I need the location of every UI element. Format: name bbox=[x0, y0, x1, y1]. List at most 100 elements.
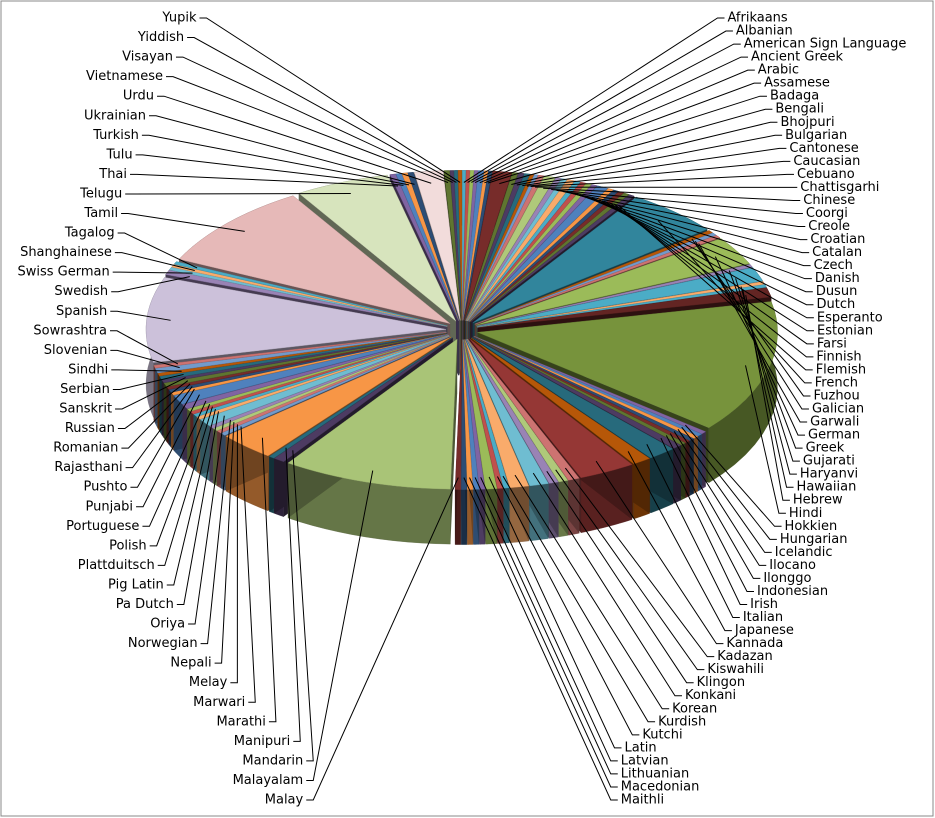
leader-line bbox=[595, 460, 724, 645]
leader-line bbox=[694, 240, 809, 410]
leader-line bbox=[546, 470, 694, 684]
leader-line bbox=[497, 476, 640, 736]
slice-label: Tulu bbox=[106, 147, 133, 162]
slice-label: Yiddish bbox=[137, 30, 184, 45]
leader-line bbox=[543, 187, 801, 201]
leader-line bbox=[669, 433, 761, 579]
slice-label: Latvian bbox=[621, 753, 669, 768]
slice-label: Catalan bbox=[812, 245, 862, 260]
leader-line bbox=[469, 477, 618, 788]
slice-label: Pig Latin bbox=[108, 577, 164, 592]
slice bbox=[449, 170, 462, 321]
slice bbox=[470, 194, 635, 323]
leader-line bbox=[511, 121, 778, 186]
slice bbox=[186, 334, 449, 412]
leader-line bbox=[646, 444, 740, 619]
slice-label: Kiswahili bbox=[707, 662, 764, 677]
slice bbox=[469, 188, 614, 322]
leader-line bbox=[157, 95, 432, 184]
leader-line bbox=[130, 388, 195, 488]
leader-line bbox=[112, 271, 193, 274]
leader-line bbox=[685, 424, 782, 527]
slice bbox=[463, 170, 493, 321]
slice-label: Haryanvi bbox=[800, 467, 858, 482]
slice bbox=[173, 261, 448, 327]
slice-label: Korean bbox=[672, 701, 717, 716]
slice-label: Coorgi bbox=[806, 206, 848, 221]
slice-label: Bulgarian bbox=[785, 128, 847, 143]
slice-label: Gujarati bbox=[803, 454, 855, 469]
slice bbox=[472, 336, 682, 449]
leader-line bbox=[573, 193, 811, 267]
slice-label: Irish bbox=[750, 597, 778, 612]
slice-label: Indonesian bbox=[757, 584, 828, 599]
slice-label: Sindhi bbox=[68, 362, 108, 377]
slice bbox=[268, 337, 453, 459]
leader-line bbox=[479, 69, 755, 184]
leader-line bbox=[522, 147, 787, 187]
slice bbox=[389, 173, 459, 321]
leader-line bbox=[502, 475, 656, 723]
leader-line bbox=[591, 197, 814, 306]
slice-label: Latin bbox=[625, 740, 657, 755]
slice-label: Thai bbox=[98, 167, 127, 182]
slice bbox=[287, 338, 458, 490]
leader-line bbox=[188, 415, 225, 625]
slice bbox=[298, 174, 457, 322]
slice-label: Melay bbox=[189, 675, 228, 690]
slice-label: Romanian bbox=[53, 441, 118, 456]
leader-line bbox=[157, 406, 213, 566]
leader-line bbox=[230, 424, 238, 684]
slice-label: Creole bbox=[808, 219, 850, 234]
slice bbox=[453, 170, 462, 321]
slice bbox=[407, 172, 460, 321]
slice bbox=[476, 264, 753, 327]
slice-label: Spanish bbox=[56, 304, 107, 319]
slice bbox=[467, 179, 575, 322]
slice-label: Italian bbox=[743, 610, 783, 625]
slice bbox=[463, 170, 513, 321]
slice-label: Icelandic bbox=[775, 545, 833, 560]
slice-label: Swiss German bbox=[17, 265, 109, 280]
slice-label: Urdu bbox=[123, 89, 154, 104]
slice bbox=[178, 195, 451, 324]
slice-label: Hokkien bbox=[785, 519, 838, 534]
leader-line bbox=[677, 429, 772, 553]
slice bbox=[472, 196, 708, 324]
slice bbox=[462, 170, 475, 321]
slice bbox=[474, 232, 717, 325]
slice bbox=[465, 173, 531, 321]
slice-label: Manipuri bbox=[234, 734, 290, 749]
slice-label: Yupik bbox=[161, 11, 197, 26]
leader-line bbox=[488, 476, 622, 749]
slice-label: Punjabi bbox=[86, 499, 134, 514]
slice-label: Chinese bbox=[803, 193, 855, 208]
slice-label: Serbian bbox=[60, 382, 110, 397]
leader-line bbox=[166, 408, 216, 586]
leader-line bbox=[125, 386, 193, 469]
slice-label: Tagalog bbox=[64, 226, 115, 241]
slice-label: Kadazan bbox=[717, 649, 773, 664]
leader-line bbox=[657, 220, 812, 384]
leader-line bbox=[200, 419, 231, 645]
slice bbox=[477, 284, 767, 328]
leader-line bbox=[532, 472, 682, 697]
leader-line bbox=[599, 199, 814, 319]
slice bbox=[401, 172, 460, 321]
slice bbox=[173, 334, 448, 405]
leader-line bbox=[555, 469, 705, 671]
leader-line bbox=[117, 380, 189, 430]
slice bbox=[462, 339, 474, 490]
leader-line bbox=[568, 192, 810, 254]
leader-line bbox=[474, 56, 749, 184]
leader-line bbox=[136, 394, 200, 508]
leader-line bbox=[480, 477, 618, 762]
slice bbox=[463, 339, 498, 490]
slice-label: Esperanto bbox=[817, 310, 883, 325]
slice-label: Klingon bbox=[697, 675, 745, 690]
slice-label: Bhojpuri bbox=[780, 115, 834, 130]
slice bbox=[466, 339, 559, 484]
slice-label: Russian bbox=[65, 421, 115, 436]
slice-label: Hindi bbox=[789, 506, 823, 521]
slice bbox=[477, 301, 778, 429]
